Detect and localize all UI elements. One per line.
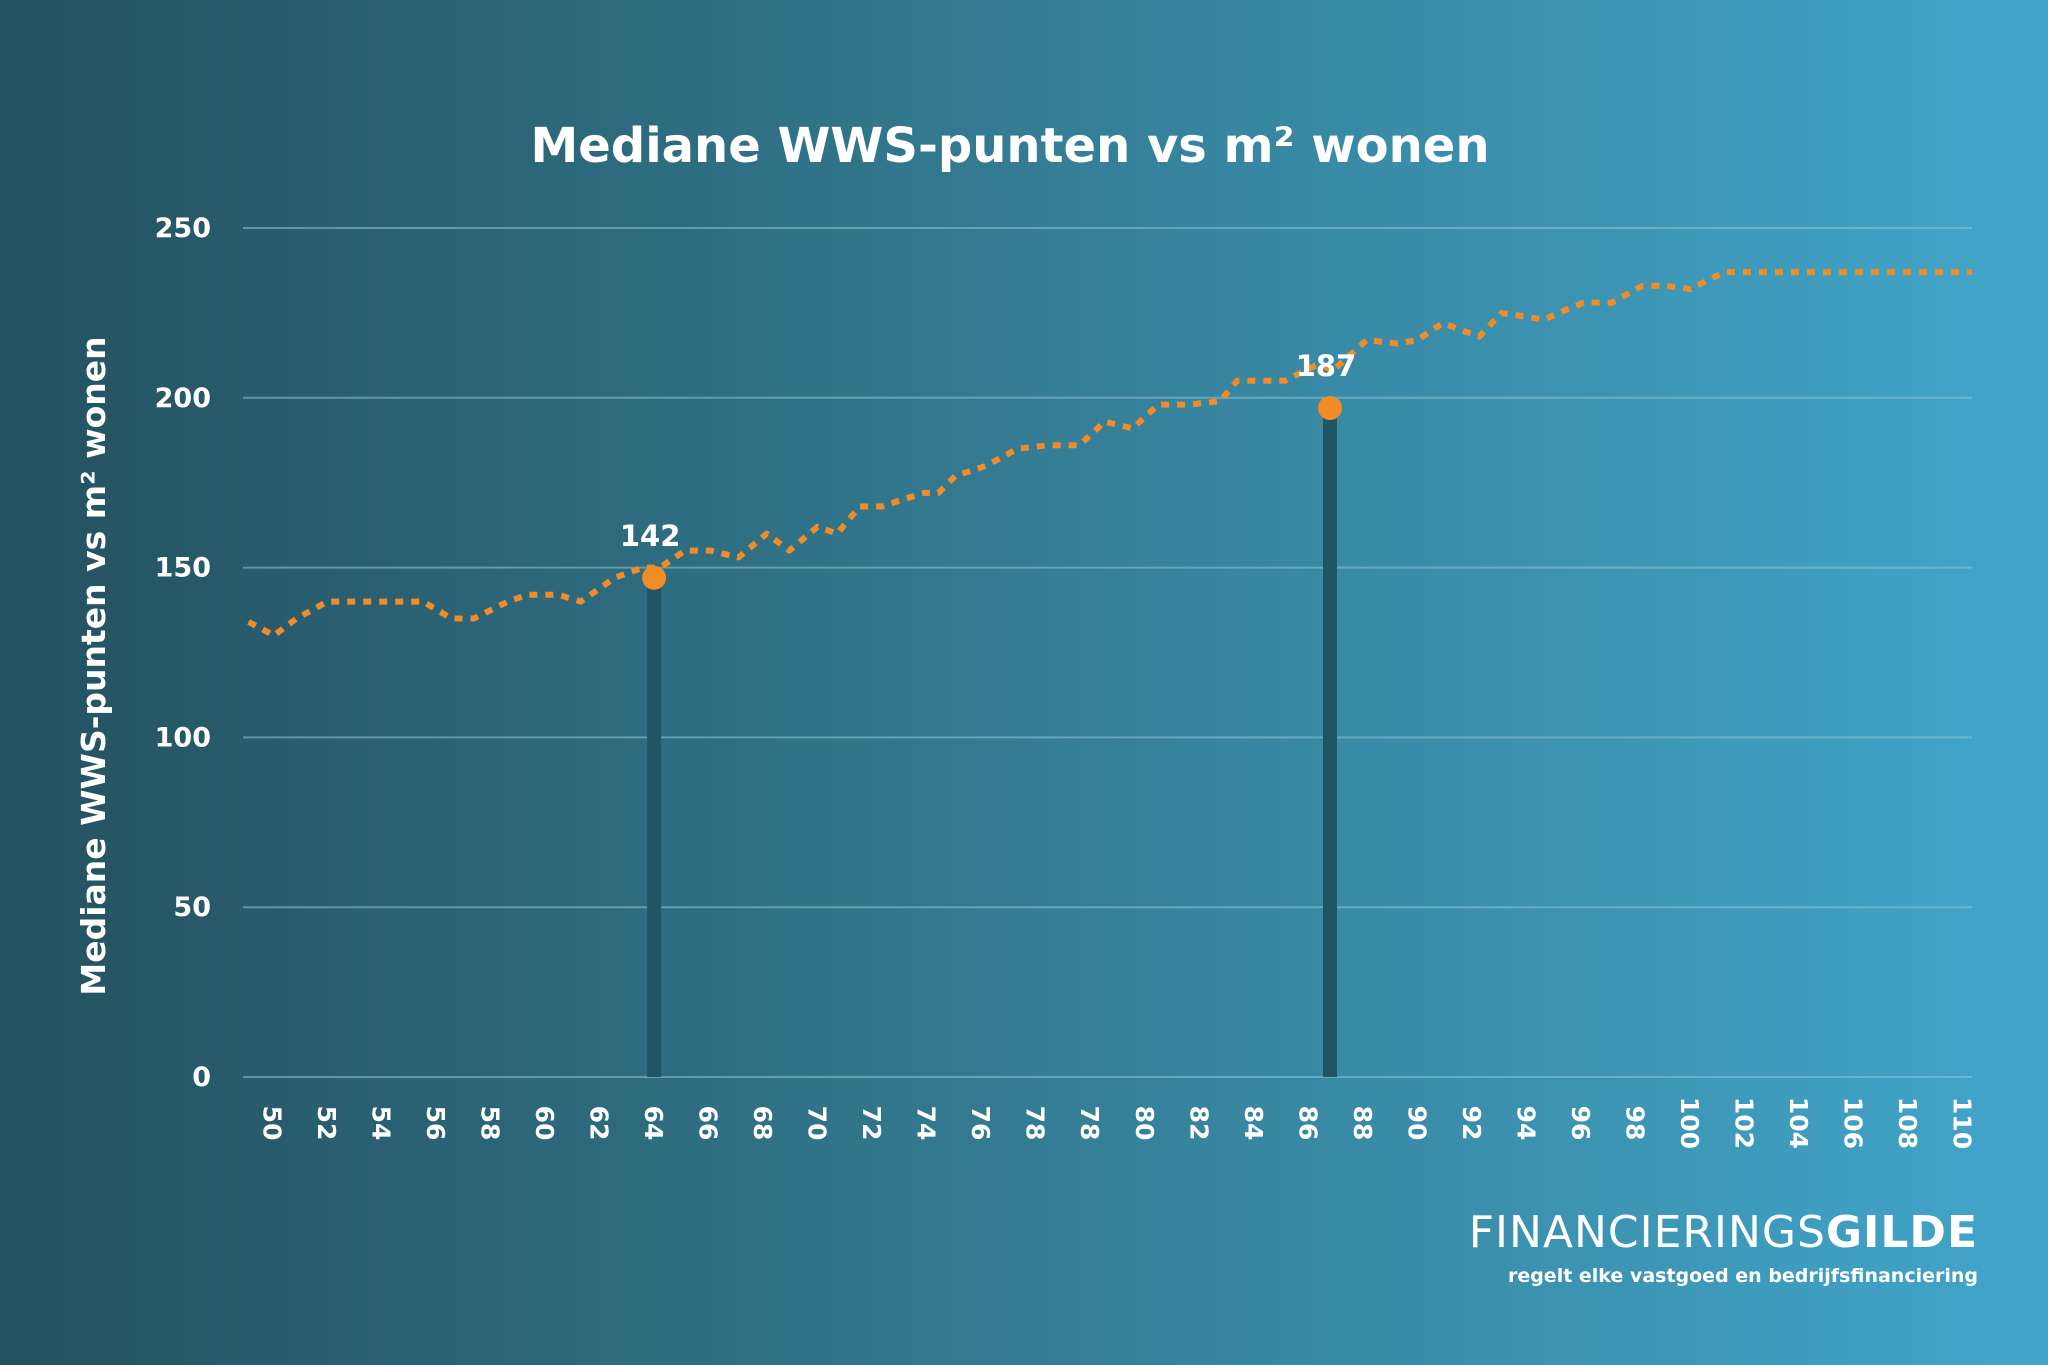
x-tick-label: 60 (530, 1106, 559, 1141)
x-tick-label: 106 (1838, 1097, 1867, 1149)
x-tick-label: 78 (1021, 1106, 1050, 1141)
brand-name: FINANCIERINGSGILDE (1469, 1207, 1978, 1259)
x-tick-label: 104 (1784, 1097, 1813, 1149)
x-tick-label: 96 (1566, 1106, 1595, 1141)
x-tick-label: 74 (912, 1106, 941, 1141)
brand-name-light: FINANCIERINGS (1468, 1207, 1826, 1258)
x-tick-label: 88 (1348, 1106, 1377, 1141)
x-tick-label: 86 (1293, 1106, 1322, 1141)
x-tick-label: 82 (1184, 1106, 1213, 1141)
x-tick-label: 76 (966, 1106, 995, 1141)
y-tick-label: 150 (155, 553, 211, 584)
data-series (247, 269, 1972, 639)
data-label: 187 (1296, 349, 1357, 383)
x-tick-label: 90 (1402, 1106, 1431, 1141)
x-tick-label: 78 (1075, 1106, 1104, 1141)
x-tick-label: 84 (1239, 1106, 1268, 1141)
x-tick-label: 70 (803, 1106, 832, 1141)
x-tick-label: 62 (585, 1106, 614, 1141)
highlight-point (1317, 395, 1342, 420)
x-tick-label: 50 (258, 1106, 287, 1141)
y-tick-label: 250 (155, 213, 211, 244)
y-tick-label: 50 (173, 892, 211, 923)
x-tick-labels: 50 52 54 56 58 60 62 64 66 68 70 72 74 76 78 78 80 82 84 86… (258, 1097, 1977, 1149)
x-tick-label: 52 (312, 1106, 341, 1141)
highlight-markers: 142 187 (620, 349, 1356, 590)
brand-name-bold: GILDE (1825, 1207, 1978, 1258)
x-tick-label: 56 (421, 1106, 450, 1141)
x-tick-label: 58 (476, 1106, 505, 1141)
x-tick-label: 54 (367, 1106, 396, 1141)
chart-title: Mediane WWS-punten vs m² wonen (531, 118, 1490, 174)
y-axis-label: Mediane WWS-punten vs m² wonen (74, 336, 113, 995)
gridlines (243, 227, 1972, 1078)
x-tick-label: 110 (1948, 1097, 1977, 1149)
x-tick-label: 64 (639, 1106, 668, 1141)
y-tick-label: 0 (192, 1062, 211, 1093)
x-tick-label: 94 (1511, 1106, 1540, 1141)
x-tick-label: 80 (1130, 1106, 1159, 1141)
y-tick-label: 100 (155, 722, 211, 753)
x-tick-label: 66 (694, 1106, 723, 1141)
highlight-point (642, 565, 667, 590)
x-tick-label: 72 (857, 1106, 886, 1141)
brand-tagline: regelt elke vastgoed en bedrijfsfinancie… (1507, 1265, 1978, 1287)
data-label: 142 (620, 519, 681, 553)
x-tick-label: 68 (748, 1106, 777, 1141)
x-tick-label: 98 (1620, 1106, 1649, 1141)
x-tick-label: 108 (1893, 1097, 1922, 1149)
y-tick-labels: 0 50 100 150 200 250 (155, 213, 211, 1093)
brand-logo: FINANCIERINGSGILDE regelt elke vastgoed … (1469, 1207, 1978, 1287)
x-tick-label: 92 (1457, 1106, 1486, 1141)
highlight-bars (647, 407, 1337, 1077)
x-tick-label: 102 (1729, 1097, 1758, 1149)
y-tick-label: 200 (155, 383, 211, 414)
series-line (247, 269, 1972, 639)
x-tick-label: 100 (1675, 1097, 1704, 1149)
